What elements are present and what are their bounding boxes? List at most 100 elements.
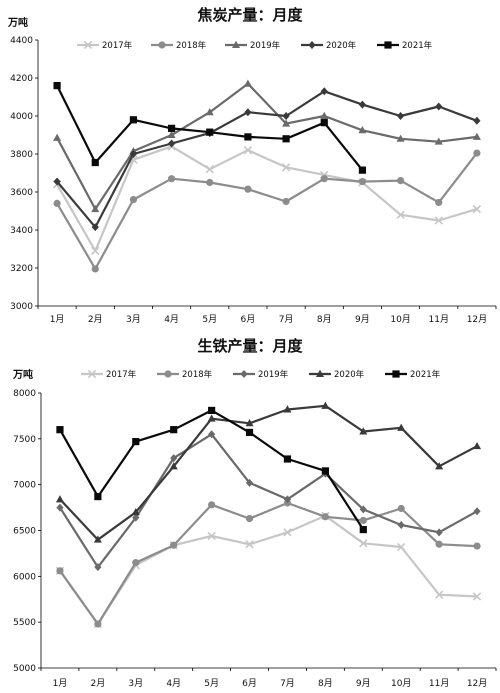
data-point [205,165,214,174]
y-tick-label: 6500 [13,527,36,537]
legend-label: 2018年 [176,40,207,51]
data-point [359,525,367,534]
series-line [59,514,478,626]
x-tick-label: 2月 [88,314,103,325]
legend-marker [232,40,240,48]
data-point [167,139,176,148]
data-point [245,514,254,523]
series-2018年 [53,149,481,273]
data-point [56,503,64,512]
data-point [91,246,100,256]
data-point [320,119,328,127]
x-tick-label: 3月 [126,314,141,325]
y-tick-label: 7000 [13,481,36,491]
data-point [473,441,482,450]
data-point [167,130,176,138]
data-point [91,223,99,232]
data-point [473,542,481,550]
data-point [321,513,329,521]
data-point [472,204,482,214]
series-line [59,501,478,626]
data-point [320,87,328,96]
legend-item: 2020年 [309,369,365,380]
series-line [59,409,365,531]
legend-label: 2021年 [402,40,433,51]
x-tick-label: 6月 [241,314,256,325]
data-point [132,513,140,522]
data-point [283,405,292,413]
legend-label: 2020年 [334,369,365,380]
data-point [397,423,406,431]
y-tick-label: 3400 [10,226,33,236]
series-line [56,152,478,270]
data-point [56,567,64,575]
data-point [245,419,254,427]
data-point [205,108,214,116]
x-tick-label: 11月 [429,314,449,325]
data-point [132,437,140,446]
series-line [56,145,478,252]
data-point [358,177,367,186]
legend-item: 2019年 [233,369,289,380]
x-tick-label: 12月 [467,314,487,325]
x-tick-label: 10月 [390,314,410,325]
legend-item: 2017年 [81,369,137,380]
data-point [359,505,367,514]
data-point [208,406,216,415]
data-point [282,119,291,127]
data-point [91,204,100,213]
data-point [94,563,102,572]
data-point [472,592,482,601]
x-tick-label: 11月 [429,678,449,689]
legend-label: 2019年 [258,369,289,380]
x-tick-label: 12月 [467,678,487,689]
data-point [245,478,254,487]
data-point [170,454,178,463]
data-point [358,166,367,174]
chart-title: 焦炭产量：月度 [196,6,303,24]
data-point [359,427,368,435]
data-point [321,467,329,475]
data-point [245,428,254,437]
data-point [435,198,443,207]
x-tick-label: 7月 [280,678,295,689]
y-tick-label: 5000 [13,664,36,674]
x-tick-label: 9月 [355,314,370,325]
x-tick-label: 9月 [356,678,371,689]
legend-item: 2018年 [157,369,213,380]
data-point [358,126,367,134]
data-point [473,116,481,125]
data-point [434,590,444,599]
data-point [170,541,178,549]
legend-marker [240,370,248,378]
data-point [282,197,290,206]
data-point [244,133,252,141]
data-point [283,495,292,504]
legend-item: 2021年 [377,40,433,51]
series-2019年 [53,79,481,213]
data-point [53,177,61,186]
data-point [243,146,253,155]
legend-marker [164,370,172,378]
data-point [358,100,367,109]
data-point [53,133,62,141]
legend-item: 2019年 [225,40,281,51]
x-tick-label: 5月 [204,678,219,689]
series-2021年 [56,406,367,534]
data-point [207,531,216,541]
data-point [167,124,176,132]
legend-label: 2019年 [250,40,281,51]
data-point [283,528,292,537]
data-point [397,521,405,529]
data-point [167,175,176,183]
data-point [473,149,481,157]
series-2017年 [55,511,482,629]
data-point [129,116,138,124]
data-point [435,540,443,548]
x-tick-label: 2月 [91,678,106,689]
legend-marker [316,369,324,377]
data-point [472,132,481,140]
data-point [56,426,64,434]
